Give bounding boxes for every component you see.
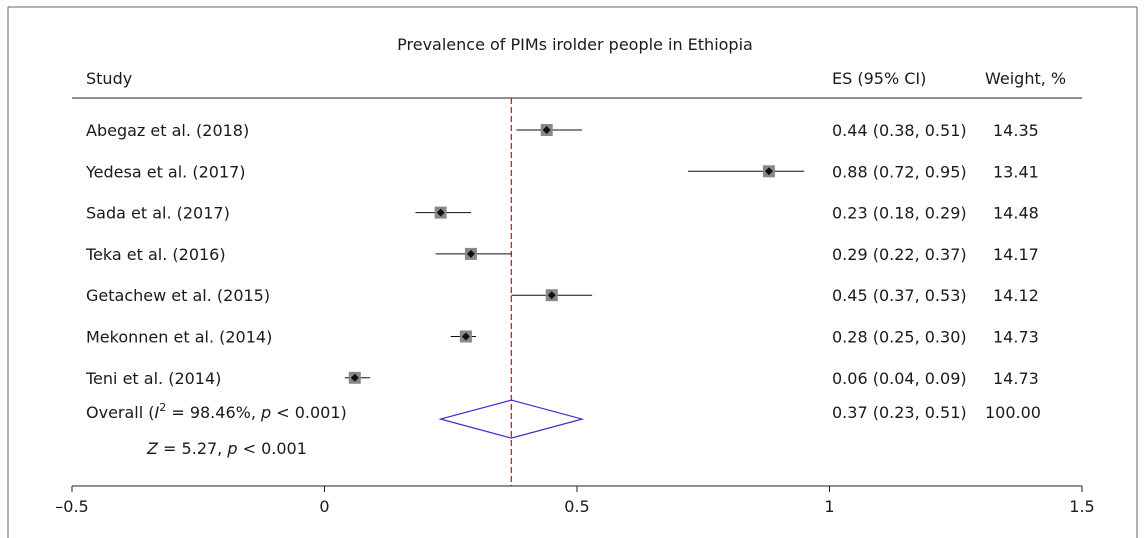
study-weight-text: 14.48 [993,204,1039,223]
study-row: Sada et al. (2017) 0.23 (0.18, 0.29) 14.48 [86,204,1039,223]
column-header-es: ES (95% CI) [832,69,926,88]
study-row: Teka et al. (2016) 0.29 (0.22, 0.37) 14.17 [85,245,1039,264]
study-es-text: 0.88 (0.72, 0.95) [832,162,967,181]
x-tick-label: 1.5 [1069,497,1094,516]
x-tick-label: 0.5 [564,497,589,516]
overall-label: Overall (I2 = 98.46%, p < 0.001) [86,401,347,422]
study-row: Yedesa et al. (2017) 0.88 (0.72, 0.95) 13.… [85,162,1039,181]
study-weight-text: 14.17 [993,245,1039,264]
overall-diamond [438,399,585,439]
study-weight-text: 14.35 [993,121,1039,140]
study-label: Abegaz et al. (2018) [86,121,249,140]
study-es-text: 0.44 (0.38, 0.51) [832,121,967,140]
study-es-text: 0.23 (0.18, 0.29) [832,204,967,223]
study-row: Teni et al. (2014) 0.06 (0.04, 0.09) 14.73 [85,369,1039,388]
study-label: Mekonnen et al. (2014) [86,328,272,347]
study-label: Sada et al. (2017) [86,204,230,223]
study-weight-text: 13.41 [993,162,1039,181]
point-estimate [436,208,445,217]
study-row: Getachew et al. (2015) 0.45 (0.37, 0.53) 1… [86,286,1039,305]
study-rows: Abegaz et al. (2018) 0.44 (0.38, 0.51) 14.… [85,121,1039,388]
x-tick-label: 1 [824,497,834,516]
study-row: Mekonnen et al. (2014) 0.28 (0.25, 0.30) 1… [86,328,1039,347]
study-label: Getachew et al. (2015) [86,286,270,305]
point-estimate [764,167,773,176]
study-es-text: 0.29 (0.22, 0.37) [832,245,967,264]
x-axis-ticks: –0.5 0 0.5 1 1.5 [55,486,1095,516]
chart-title: Prevalence of PIMs irolder people in Eth… [397,35,753,54]
study-es-text: 0.45 (0.37, 0.53) [832,286,967,305]
study-weight-text: 14.73 [993,369,1039,388]
x-tick-label: –0.5 [55,497,88,516]
column-header-weight: Weight, % [985,69,1066,88]
column-header-study: Study [86,69,132,88]
study-label: Yedesa et al. (2017) [85,162,246,181]
point-estimate [466,249,475,258]
overall-weight-text: 100.00 [985,403,1041,422]
study-weight-text: 14.73 [993,328,1039,347]
z-statistic-line: Z = 5.27, p < 0.001 [146,439,307,458]
x-tick-label: 0 [319,497,329,516]
point-estimate [542,126,551,134]
point-estimate [350,373,359,382]
point-estimate [461,332,470,341]
study-es-text: 0.28 (0.25, 0.30) [832,328,967,347]
study-label: Teni et al. (2014) [85,369,221,388]
study-weight-text: 14.12 [993,286,1039,305]
point-estimate [547,291,556,300]
overall-es-text: 0.37 (0.23, 0.51) [832,403,967,422]
study-row: Abegaz et al. (2018) 0.44 (0.38, 0.51) 14.… [86,121,1039,140]
study-es-text: 0.06 (0.04, 0.09) [832,369,967,388]
study-label: Teka et al. (2016) [85,245,226,264]
